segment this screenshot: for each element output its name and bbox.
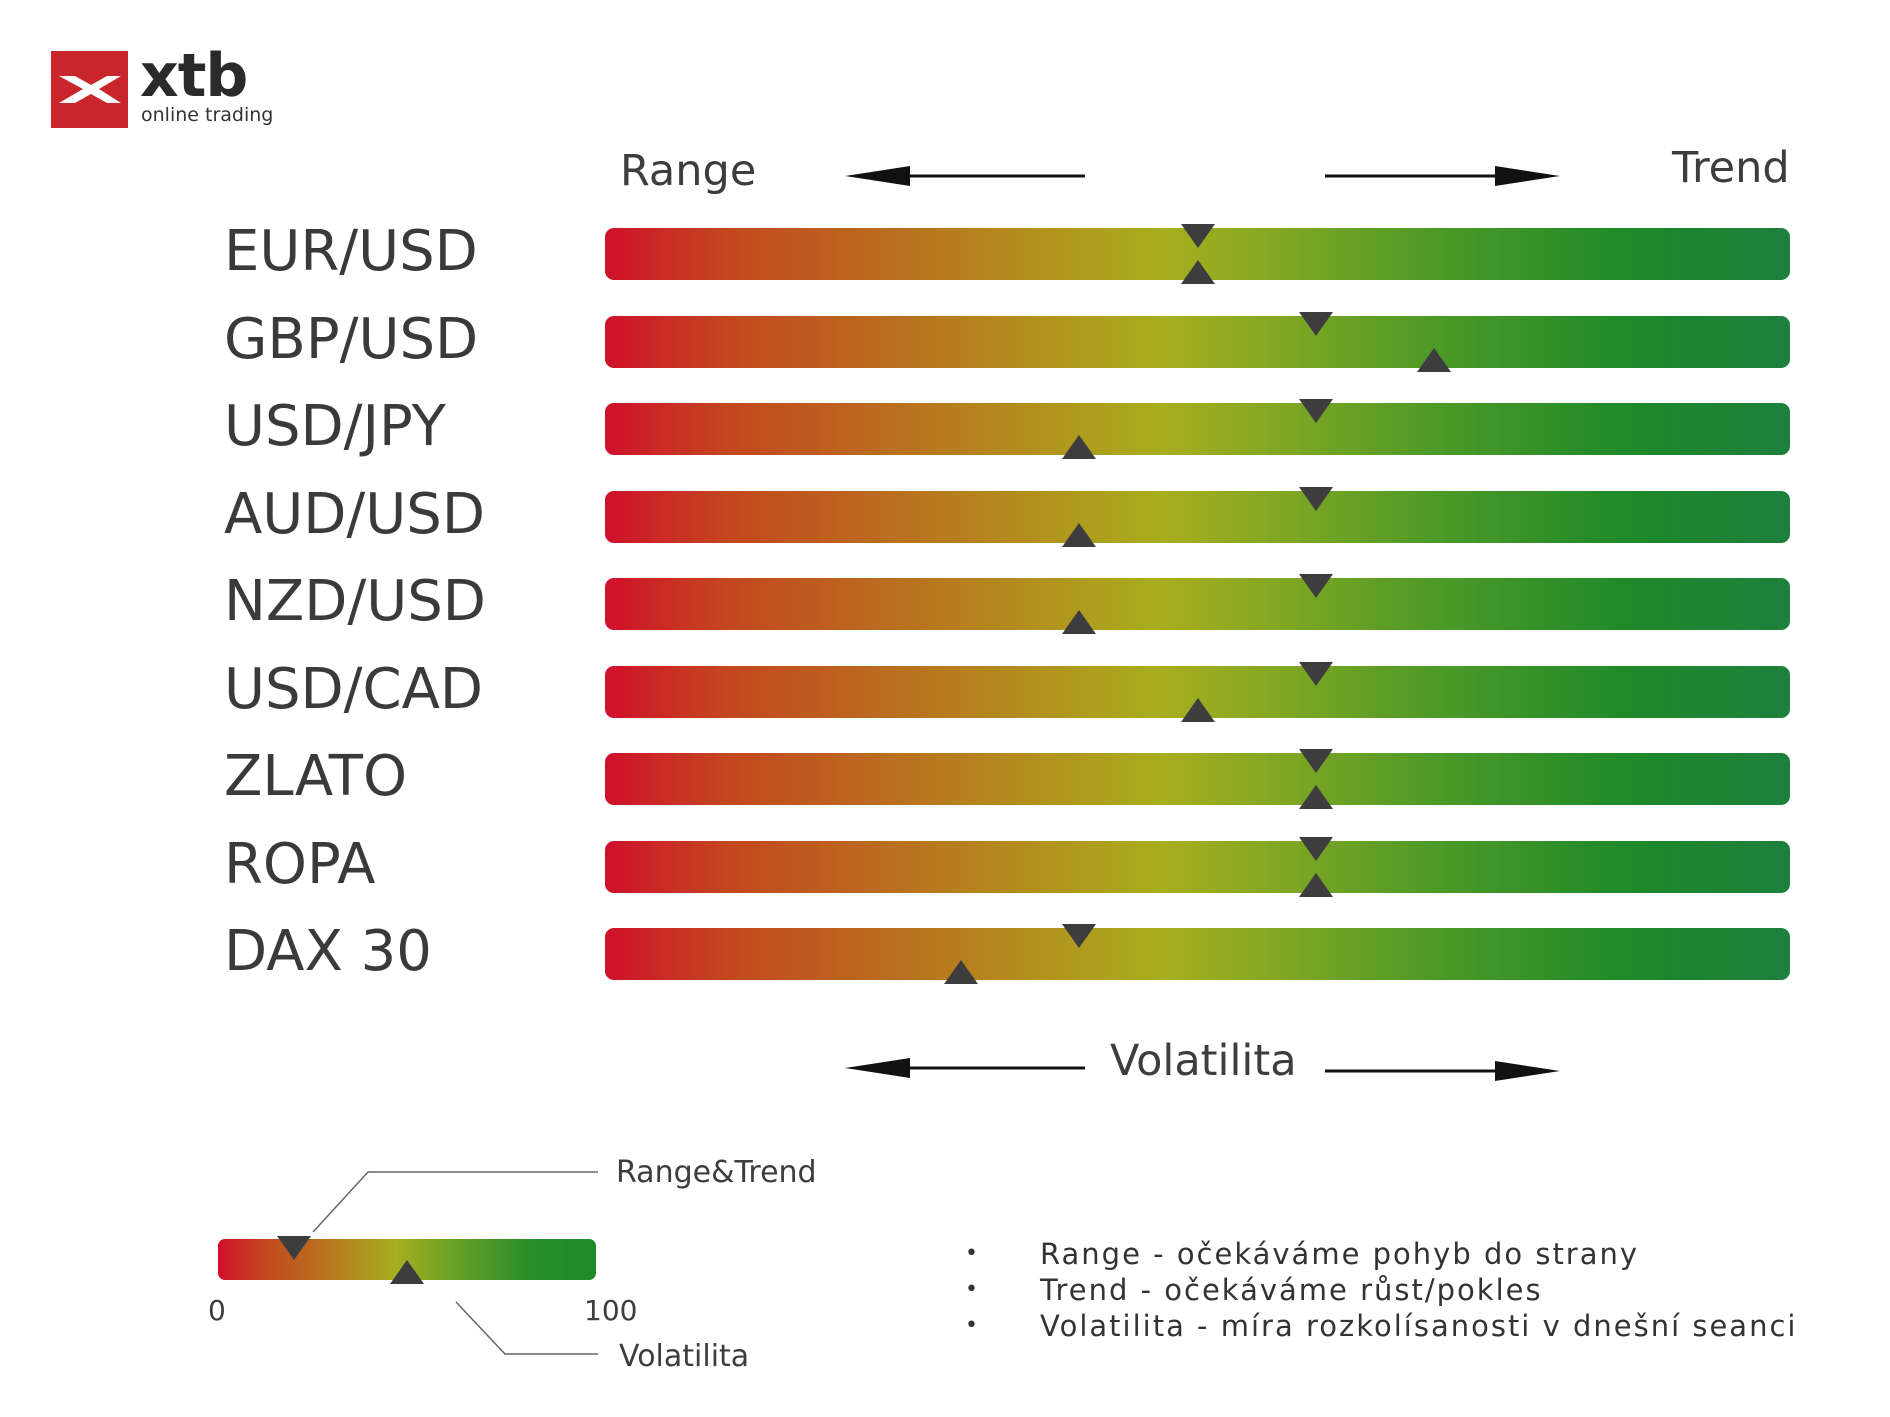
range-trend-marker [1180,224,1215,248]
range-trend-marker [1298,662,1333,686]
arrow-right-icon [1325,166,1560,186]
volatility-arrow-left-icon [845,1058,1085,1078]
range-trend-marker [1298,749,1333,773]
volatility-header: Volatilita [1110,1036,1297,1086]
range-header: Range [620,146,757,196]
gauge-bar [605,316,1790,368]
volatility-marker [1062,523,1097,547]
volatility-marker [1062,610,1097,634]
legend-range-trend-label: Range&Trend [616,1155,817,1190]
arrow-left-icon [845,166,1085,186]
legend-min-label: 0 [208,1294,226,1327]
volatility-marker [1298,873,1333,897]
legend-volatility-label: Volatilita [619,1339,750,1374]
gauge-bar [605,578,1790,630]
range-trend-marker [1062,924,1097,948]
note-text: Trend - očekáváme růst/pokles [1040,1273,1543,1307]
trend-header: Trend [1672,143,1790,193]
volatility-marker [944,960,979,984]
pair-label: DAX 30 [224,919,432,984]
note-item: • Range - očekáváme pohyb do strany [965,1236,1797,1272]
pair-label: ZLATO [224,744,408,809]
note-item: • Trend - očekáváme růst/pokles [965,1272,1797,1308]
volatility-marker [1416,348,1451,372]
note-text: Range - očekáváme pohyb do strany [1040,1237,1640,1271]
logo-wordmark: xtb [140,41,248,111]
pair-label: USD/CAD [224,657,484,722]
gauge-bar [605,753,1790,805]
range-trend-marker [1298,312,1333,336]
gauge-bar [605,403,1790,455]
gauge-bar [605,841,1790,893]
legend-leader-range-trend [312,1171,598,1233]
volatility-marker [1298,785,1333,809]
logo-tagline: online trading [141,104,274,126]
bullet-icon: • [965,1313,980,1338]
gauge-bar [605,491,1790,543]
pair-label: ROPA [224,832,376,897]
volatility-marker [1180,260,1215,284]
range-trend-marker [1298,837,1333,861]
volatility-marker [1180,698,1215,722]
note-item: • Volatilita - míra rozkolísanosti v dneš… [965,1308,1797,1344]
x-logo-icon [59,76,121,103]
volatility-marker [1062,435,1097,459]
range-trend-marker [1298,487,1333,511]
note-text: Volatilita - míra rozkolísanosti v dnešn… [1040,1309,1798,1343]
legend-max-label: 100 [584,1294,638,1327]
logo-mark [51,51,128,128]
volatility-arrow-right-icon [1325,1061,1560,1081]
notes-list: • Range - očekáváme pohyb do strany • Tren… [965,1236,1797,1344]
bullet-icon: • [965,1241,980,1266]
gauge-bar [605,928,1790,980]
pair-label: NZD/USD [224,569,486,634]
legend-range-trend-marker [276,1236,311,1260]
pair-label: EUR/USD [224,219,478,284]
range-trend-marker [1298,399,1333,423]
legend-volatility-marker [390,1260,424,1284]
legend-leader-volatility [455,1301,598,1355]
range-trend-marker [1298,574,1333,598]
pair-label: GBP/USD [224,307,479,372]
bullet-icon: • [965,1277,980,1302]
pair-label: AUD/USD [224,482,485,547]
pair-label: USD/JPY [224,394,446,459]
